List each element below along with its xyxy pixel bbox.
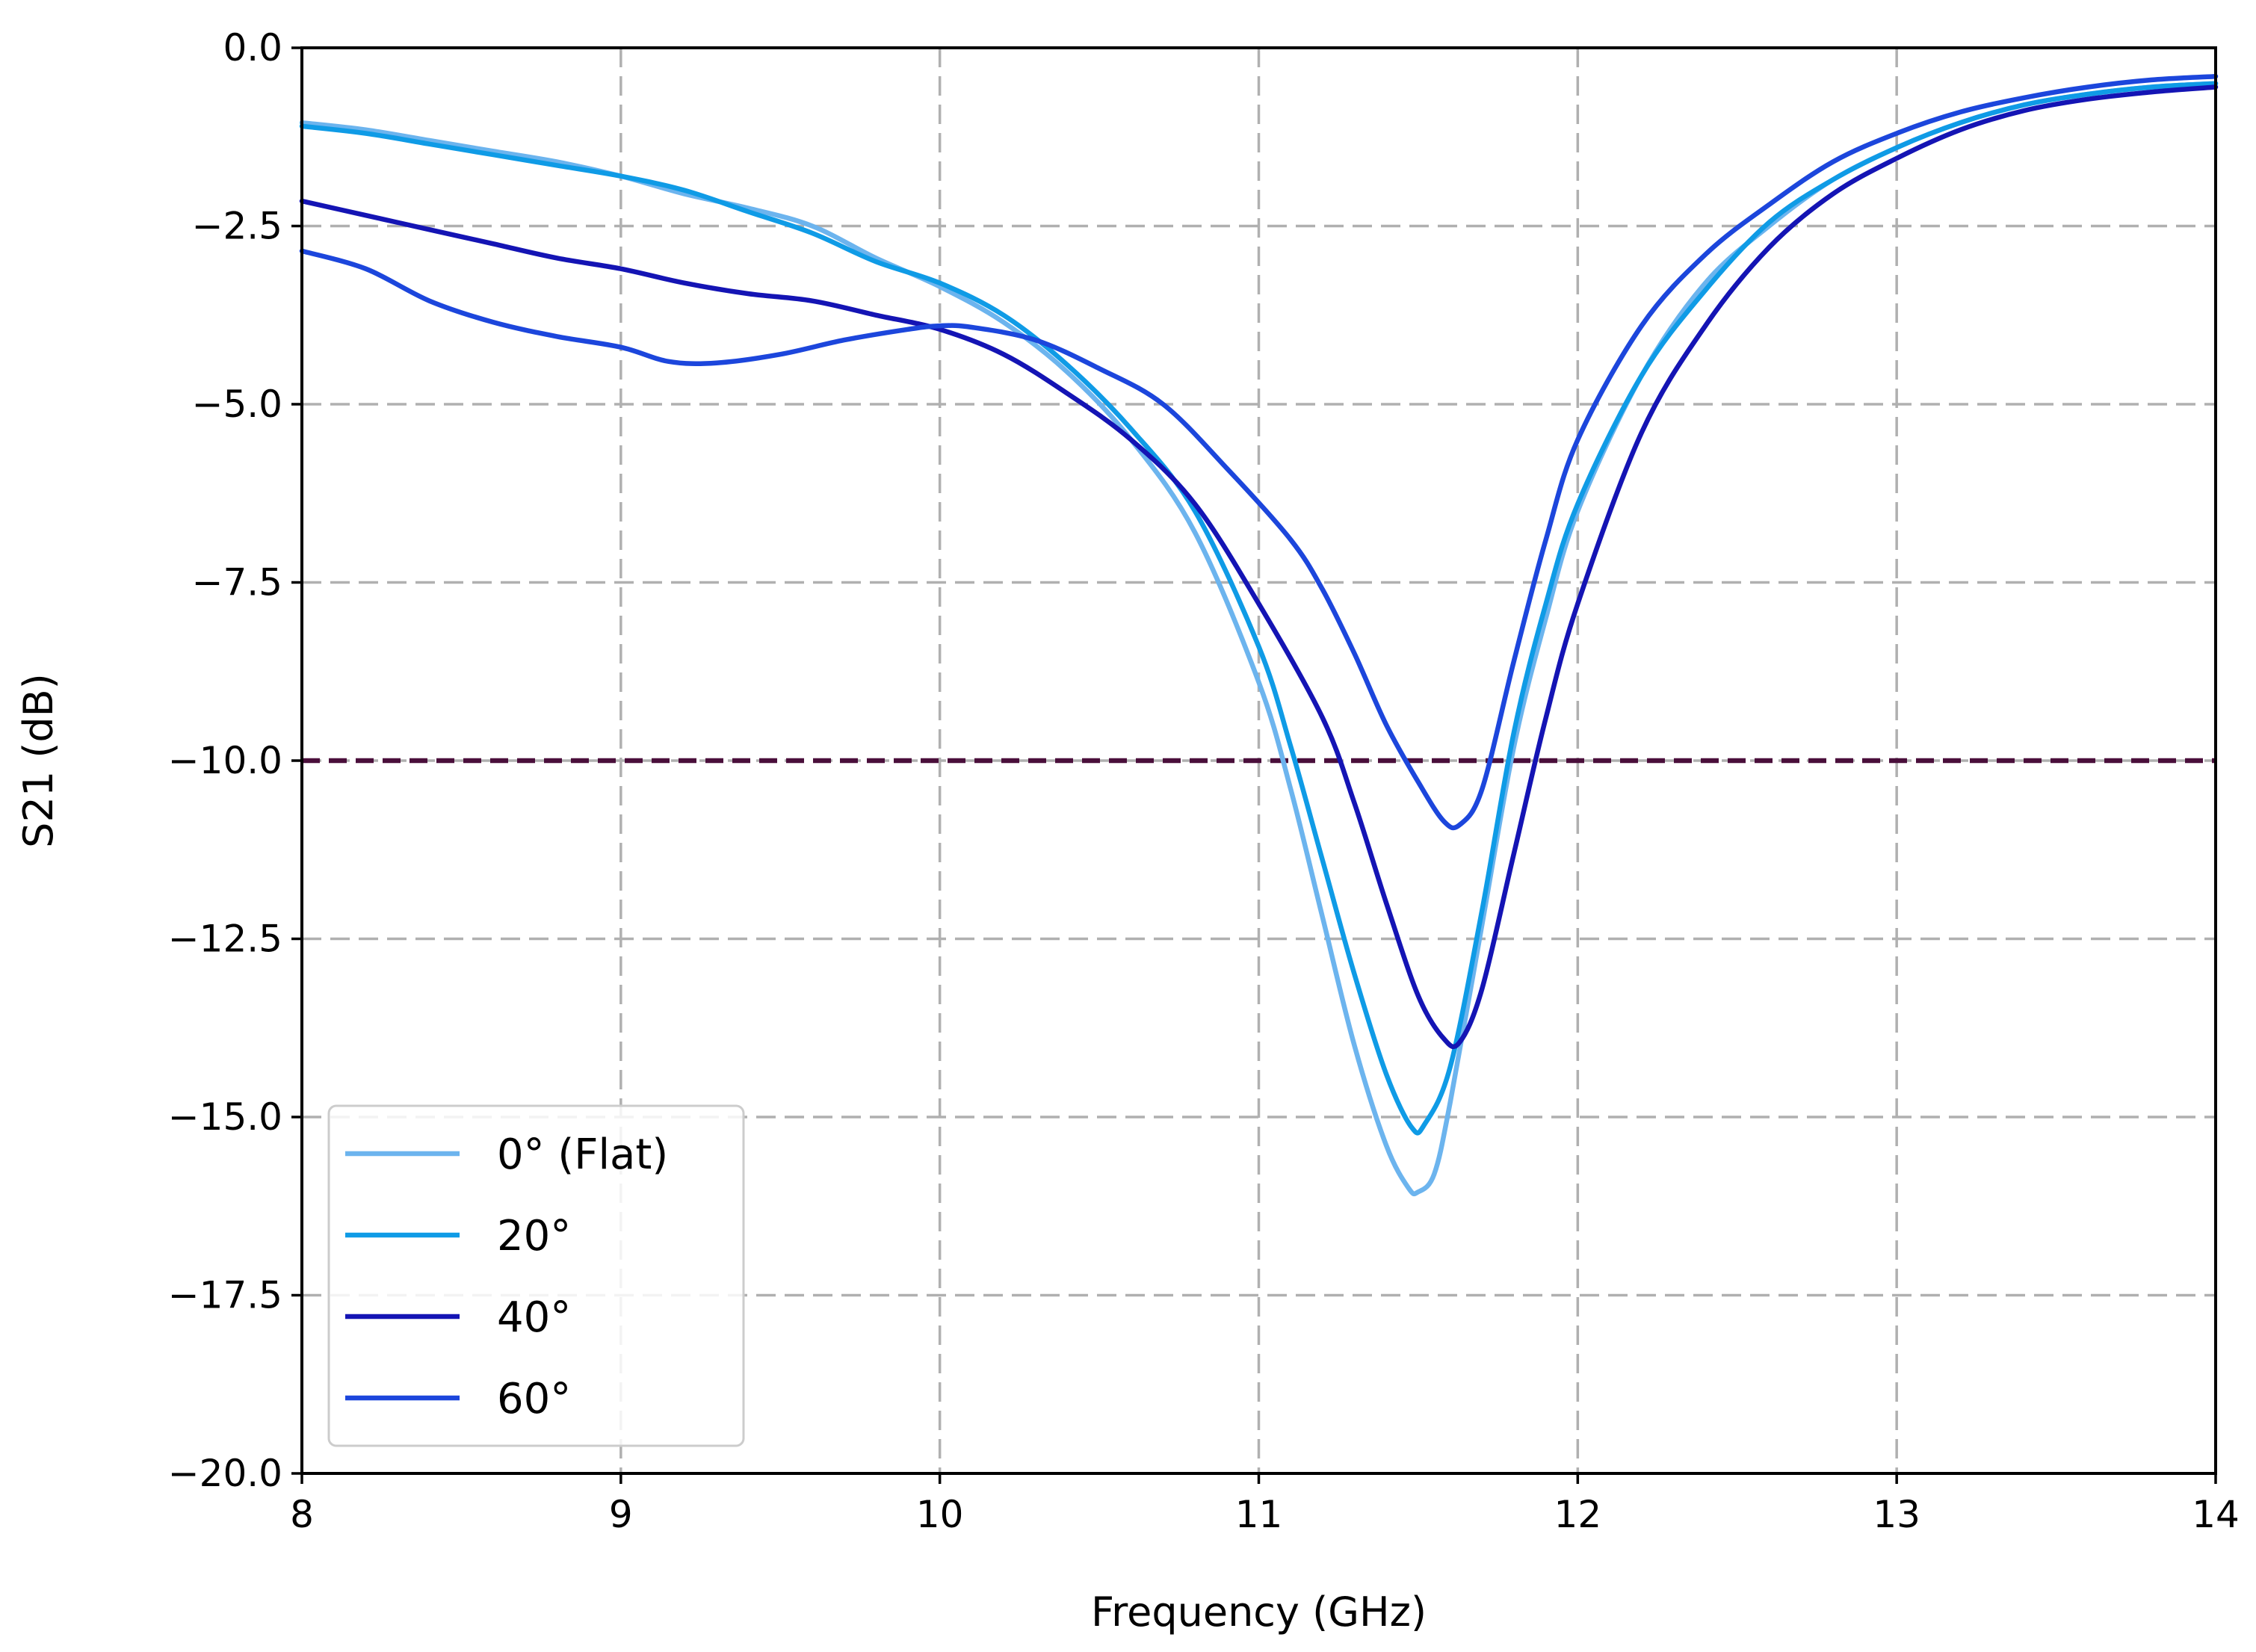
x-tick-label: 12 <box>1554 1493 1602 1536</box>
legend-label-1: 20° <box>497 1212 571 1260</box>
y-tick-label: −7.5 <box>192 561 282 604</box>
series-line-0 <box>299 81 2219 1197</box>
y-tick-label: −20.0 <box>168 1452 282 1495</box>
legend-box <box>327 1104 745 1447</box>
y-axis-ticks: 0.0 −2.5 −5.0 −7.5 −10.0 −12.5 −15.0 −17.5 −20.0 <box>168 26 302 1495</box>
legend-label-3: 60° <box>497 1375 571 1423</box>
x-tick-label: 9 <box>609 1493 633 1536</box>
series-line-1 <box>299 81 2219 1136</box>
y-tick-label: −2.5 <box>192 205 282 248</box>
y-tick-label: −15.0 <box>168 1095 282 1139</box>
x-tick-label: 8 <box>290 1493 314 1536</box>
x-axis-title: Frequency (GHz) <box>1091 1588 1427 1636</box>
y-tick-label: −12.5 <box>168 918 282 961</box>
y-tick-label: −10.0 <box>168 739 282 782</box>
y-tick-label: −5.0 <box>192 383 282 426</box>
series-line-3 <box>299 73 2219 831</box>
data-series <box>299 73 2219 1197</box>
x-axis-ticks: 8 9 10 11 12 13 14 <box>290 1473 2240 1536</box>
y-tick-label: 0.0 <box>223 26 282 69</box>
y-axis-title: S21 (dB) <box>15 673 62 848</box>
legend: 0° (Flat) 20° 40° 60° <box>327 1104 745 1447</box>
y-tick-label: −17.5 <box>168 1274 282 1317</box>
series-line-2 <box>299 84 2219 1050</box>
x-tick-label: 13 <box>1873 1493 1920 1536</box>
x-tick-label: 11 <box>1235 1493 1283 1536</box>
legend-label-0: 0° (Flat) <box>497 1130 668 1179</box>
legend-label-2: 40° <box>497 1293 571 1342</box>
x-tick-label: 10 <box>916 1493 964 1536</box>
x-tick-label: 14 <box>2192 1493 2240 1536</box>
